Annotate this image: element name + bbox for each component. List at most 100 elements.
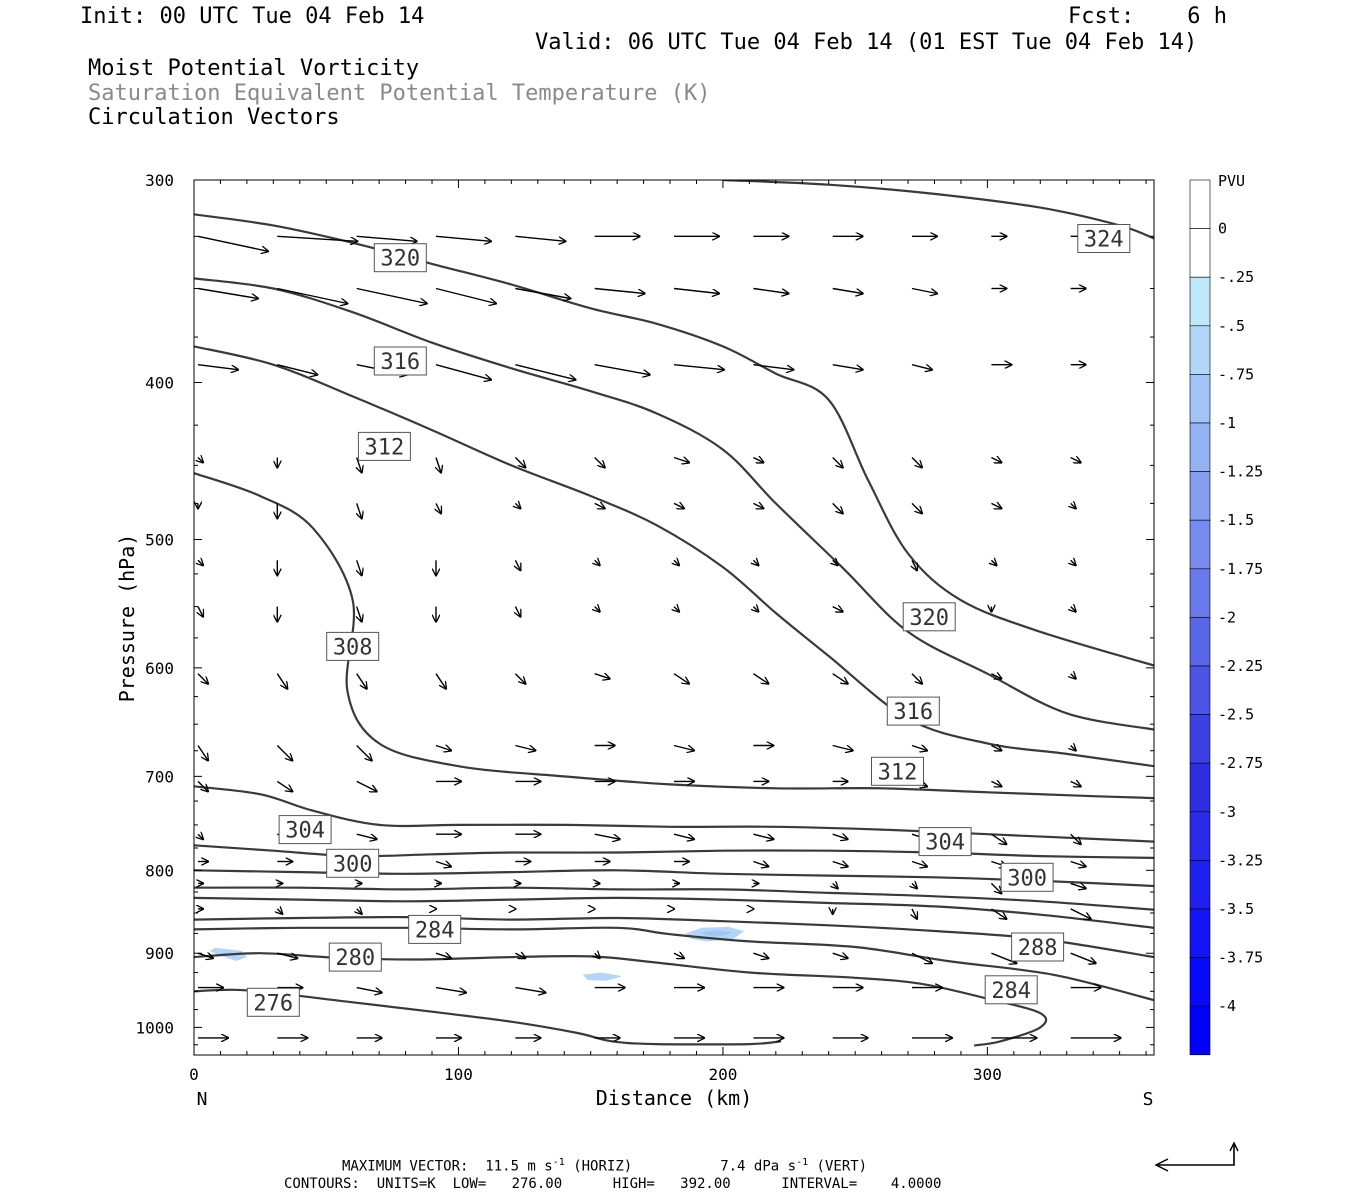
colorbar-swatch [1189, 665, 1211, 715]
contour-label-320: 320 [909, 606, 949, 631]
colorbar-swatch [1189, 519, 1211, 570]
circulation-vector [356, 986, 382, 993]
circulation-vector [753, 607, 758, 612]
x-tick-label: 0 [189, 1065, 199, 1084]
y-tick-label: 300 [145, 171, 174, 190]
colorbar-swatch [1189, 228, 1211, 278]
circulation-vector [832, 502, 843, 513]
x-axis-label: Distance (km) [596, 1086, 753, 1110]
end-label-right: S [1143, 1089, 1154, 1110]
circulation-vector [911, 952, 932, 963]
colorbar-label: -.5 [1218, 317, 1245, 335]
circulation-vector [594, 457, 605, 468]
contour-line-320 [194, 277, 1154, 731]
contour-label-316: 316 [893, 700, 933, 725]
circulation-vector [198, 834, 203, 839]
circulation-vector [673, 364, 724, 370]
contour-label-304: 304 [925, 831, 965, 856]
colorbar-swatch [1189, 179, 1211, 229]
contour-label-box [246, 987, 300, 1017]
contour-label-box [408, 914, 462, 944]
colorbar-label: -.75 [1218, 365, 1254, 383]
colorbar-swatch [1189, 325, 1211, 375]
circulation-vector [198, 560, 203, 565]
circulation-vector [357, 606, 362, 622]
circulation-vector [515, 235, 565, 241]
colorbar-label: -3.75 [1218, 949, 1263, 967]
contour-label-box [871, 756, 924, 786]
contour-label-box [902, 602, 956, 632]
circulation-vector [673, 744, 694, 751]
circulation-vector [832, 364, 863, 370]
circulation-vector [911, 287, 937, 294]
y-tick-label: 700 [145, 767, 174, 786]
circulation-vector [515, 744, 535, 751]
circulation-vector [594, 364, 650, 375]
circulation-vector [753, 560, 758, 565]
circulation-vector [435, 986, 466, 993]
circulation-vector [912, 883, 917, 888]
circulation-vector [197, 953, 213, 958]
colorbar-label: -1.5 [1218, 511, 1254, 529]
circulation-vector [198, 458, 203, 463]
contour-line-312 [194, 472, 1154, 800]
theta-es-contour-layer [194, 180, 1154, 1047]
reference-vector [1154, 1141, 1239, 1172]
circulation-vector [753, 673, 768, 684]
circulation-vector [673, 673, 689, 684]
circulation-vector [436, 457, 441, 473]
colorbar-swatch [1189, 1005, 1211, 1056]
contour-label-312: 312 [878, 760, 918, 785]
circulation-vector [832, 287, 863, 294]
circulation-vector [357, 503, 362, 518]
circulation-vector [673, 833, 694, 839]
circulation-vector [991, 952, 1016, 963]
circulation-vector [356, 673, 367, 689]
colorbar-label: -3.5 [1218, 900, 1254, 918]
circulation-vector [911, 457, 922, 468]
circulation-vector [276, 673, 287, 689]
circulation-vector [356, 833, 377, 839]
y-tick-label: 600 [145, 659, 174, 678]
circulation-vector [991, 674, 1001, 679]
colorbar-swatch [1189, 714, 1211, 764]
contour-label-308: 308 [333, 635, 373, 660]
contour-label-layer: 320 316 312 308 304 300 284 280 276 324 320 316 312 3… [246, 224, 1131, 1017]
circulation-vector [1070, 952, 1096, 963]
contour-label-box [1000, 862, 1054, 892]
circulation-vector [515, 364, 575, 380]
x-axis: 0 100 200 300 [189, 180, 1147, 1084]
colorbar-swatch [1189, 422, 1211, 472]
circulation-vector [435, 862, 451, 867]
circulation-vector [277, 952, 297, 958]
circulation-vector [912, 908, 917, 919]
colorbar-label: -1.25 [1218, 463, 1263, 481]
circulation-vector [911, 364, 932, 370]
circulation-vector [991, 781, 1001, 786]
circulation-vector [594, 833, 620, 839]
contour-line-308 [194, 785, 1154, 843]
circulation-vector [832, 834, 848, 839]
contour-label-280: 280 [335, 946, 375, 971]
colorbar-label: -2.75 [1218, 754, 1263, 772]
contour-label-box [326, 848, 380, 878]
circulation-vector [1070, 883, 1086, 888]
circulation-vector [515, 606, 520, 617]
circulation-vector [357, 560, 362, 575]
plot-frame [193, 179, 1155, 1056]
x-tick-label: 200 [708, 1065, 737, 1084]
circulation-vector [595, 953, 600, 958]
colorbar-label: -1 [1218, 414, 1236, 432]
circulation-vector [1070, 458, 1081, 463]
circulation-vector [595, 560, 600, 565]
contour-label-316: 316 [380, 350, 420, 375]
contour-label-box [326, 631, 380, 661]
colorbar-swatch [1189, 811, 1211, 861]
circulation-vector [832, 457, 843, 468]
contour-label-box [984, 975, 1038, 1005]
circulation-vector [277, 909, 282, 914]
circulation-vector [197, 673, 208, 684]
circulation-vector-layer [198, 236, 1121, 1038]
circulation-vector [276, 780, 292, 791]
circulation-vector [435, 235, 491, 241]
